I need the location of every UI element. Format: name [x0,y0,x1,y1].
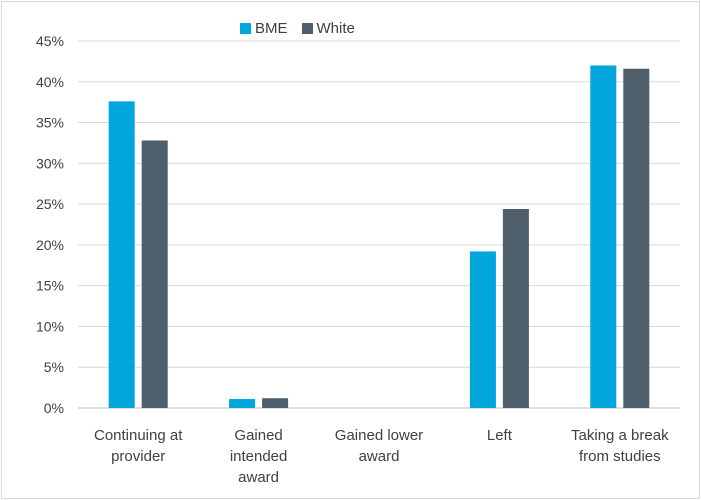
x-category-label: Continuing at provider [94,427,183,465]
legend-swatch-white [301,23,313,34]
y-tick-label: 10% [36,318,64,334]
bar-bme [469,251,496,408]
legend-item-white: White [301,20,355,37]
x-category-label: Gained intended award [230,427,288,486]
y-tick-label: 45% [36,33,64,49]
y-tick-label: 5% [44,359,64,375]
bar-white [262,398,289,408]
legend: BME White [240,20,355,37]
y-tick-label: 0% [44,400,64,416]
x-category-label: Left [487,427,513,444]
x-category-label-line: Continuing at [94,427,183,444]
legend-swatch-bme [240,23,251,34]
legend-label-bme: BME [255,20,288,37]
x-category-label: Gained lower award [335,427,423,465]
y-tick-label: 20% [36,237,64,253]
x-category-label-line: award [359,448,400,465]
x-category-label-line: from studies [579,448,661,465]
legend-item-bme: BME [240,20,288,37]
x-category-label: Taking a break from studies [571,427,669,465]
y-tick-label: 40% [36,74,64,90]
x-category-label-line: Taking a break [571,427,669,444]
bar-bme [108,101,135,409]
bar-bme [590,65,617,408]
x-category-label-line: Left [487,427,513,444]
bar-bme [229,399,256,408]
bar-white [502,209,529,408]
x-category-label-line: Gained lower [335,427,423,444]
y-tick-label: 15% [36,278,64,294]
y-tick-label: 35% [36,115,64,131]
bar-white [623,68,650,409]
y-tick-label: 30% [36,155,64,171]
y-tick-label: 25% [36,196,64,212]
x-category-label-line: award [238,469,279,486]
bar-white [141,140,168,408]
x-category-label-line: Gained [234,427,282,444]
legend-label-white: White [316,20,355,37]
x-category-label-line: intended [230,448,288,465]
x-category-label-line: provider [111,448,165,465]
